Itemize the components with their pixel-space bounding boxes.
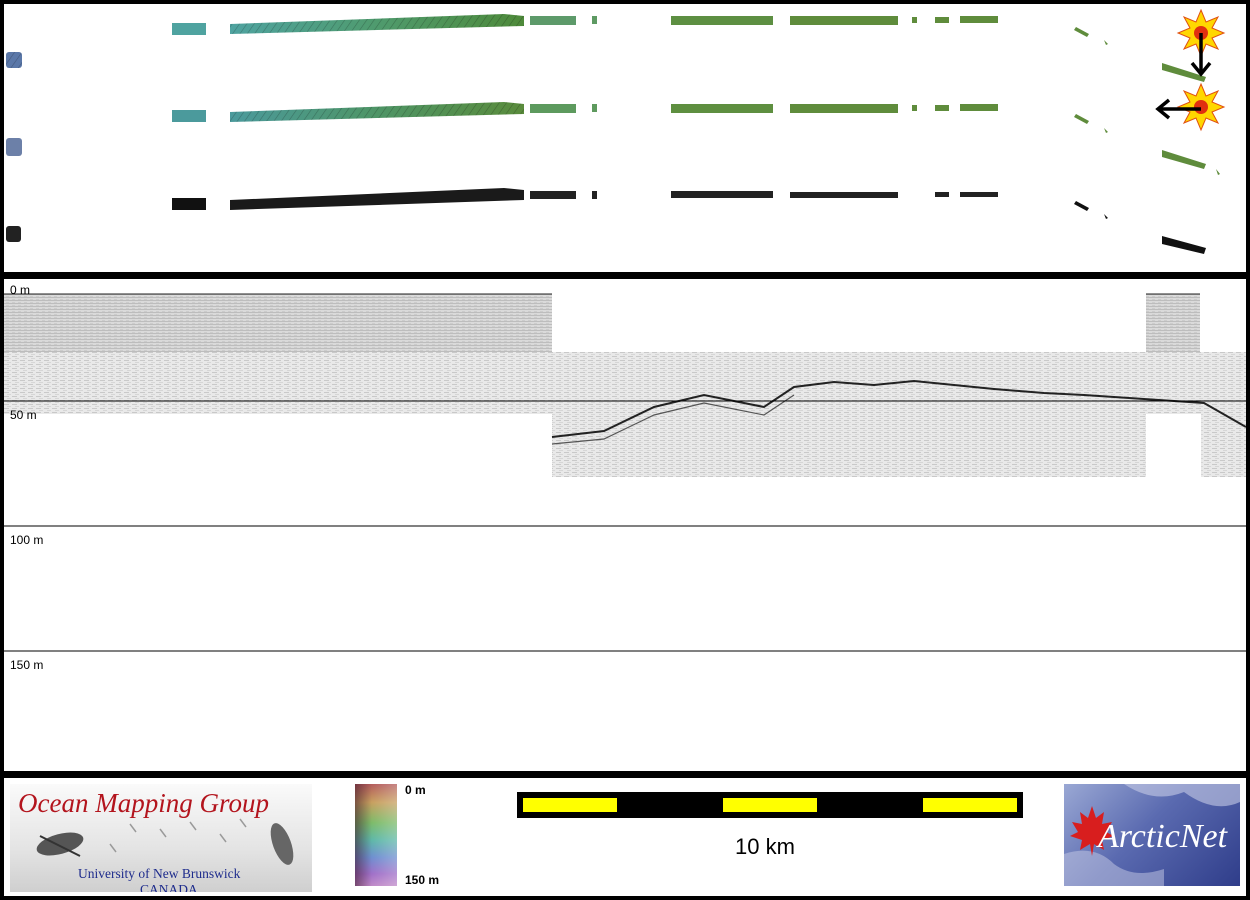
depth-color-legend [355, 784, 397, 886]
heading-arrow-down [1190, 33, 1212, 77]
scale-bar-label: 10 km [735, 834, 795, 859]
footer-panel: Ocean Mapping Group University of New Br… [4, 778, 1246, 896]
scale-segment [523, 798, 617, 812]
arcticnet-logo-text: ArcticNet [1098, 818, 1228, 855]
ship-marker-2 [1176, 82, 1226, 132]
depth-label-50: 50 m [10, 408, 37, 422]
swath-strip-row-3 [172, 188, 1206, 254]
profile-canvas [4, 293, 1246, 652]
swath-strip-row-2 [172, 102, 1220, 175]
water-column-block-left [4, 293, 552, 352]
water-column-block-right [1146, 293, 1200, 352]
data-gap [1146, 414, 1201, 477]
ship-position-dot [1194, 100, 1208, 114]
depth-label-100: 100 m [10, 533, 44, 547]
depth-profile-panel: 0 m 50 m 100 m 150 m [4, 279, 1246, 771]
arcticnet-logo: ArcticNet [1064, 784, 1240, 886]
maple-leaf-icon [1070, 806, 1114, 856]
scale-segment [723, 798, 817, 812]
swath-strip-row-1 [172, 14, 1206, 82]
scale-bar [517, 792, 1023, 818]
legend-top-label: 0 m [405, 783, 426, 797]
depth-label-150: 150 m [10, 658, 44, 672]
seabed-block-right [1201, 399, 1246, 477]
swath-map-canvas [6, 8, 1226, 254]
omg-logo-title: Ocean Mapping Group [18, 788, 269, 818]
left-swath-fragments [6, 52, 22, 242]
heading-arrow-left [1155, 98, 1201, 120]
seabed-block-middle [552, 399, 1146, 477]
omg-logo-country: CANADA [140, 882, 198, 892]
legend-bottom-label: 150 m [405, 873, 440, 887]
ocean-mapping-group-logo: Ocean Mapping Group University of New Br… [10, 784, 312, 892]
omg-logo-subtitle: University of New Brunswick [78, 866, 241, 881]
swath-map-panel [4, 4, 1246, 272]
scale-segment [923, 798, 1017, 812]
depth-label-0: 0 m [10, 283, 31, 297]
